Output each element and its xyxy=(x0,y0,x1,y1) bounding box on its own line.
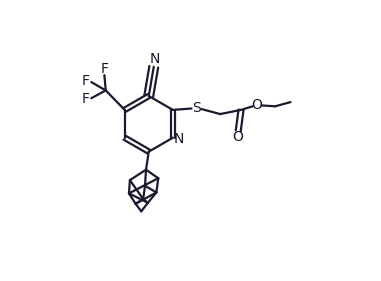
Text: F: F xyxy=(101,62,109,76)
Text: F: F xyxy=(81,74,89,88)
Text: N: N xyxy=(149,52,160,66)
Text: O: O xyxy=(232,130,243,144)
Text: O: O xyxy=(252,98,263,112)
Text: F: F xyxy=(81,92,89,106)
Text: S: S xyxy=(192,101,201,115)
Text: N: N xyxy=(174,132,184,146)
